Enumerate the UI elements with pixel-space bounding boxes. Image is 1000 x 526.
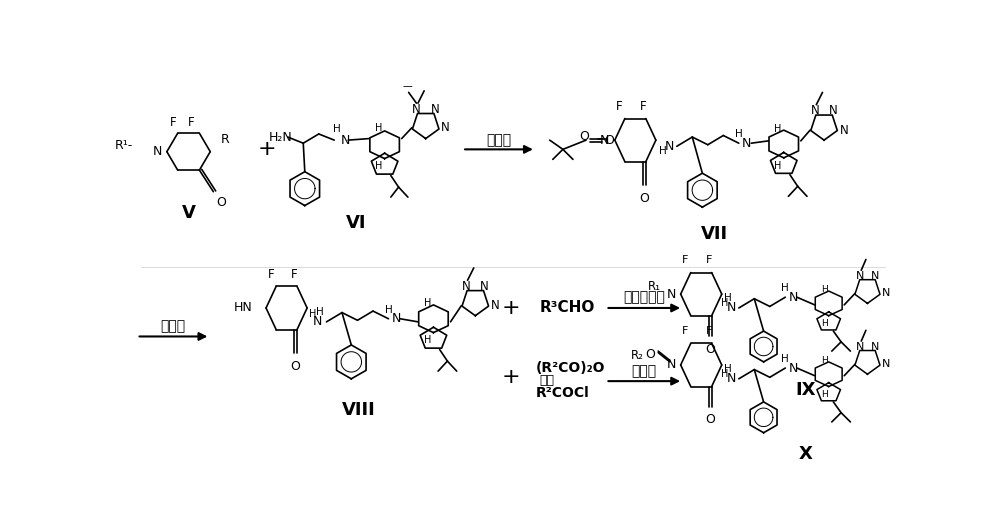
Text: N: N: [431, 103, 439, 116]
Text: F: F: [188, 116, 195, 129]
Text: N: N: [153, 145, 162, 158]
Text: N: N: [462, 280, 470, 293]
Text: N: N: [340, 134, 350, 147]
Text: N: N: [856, 271, 864, 281]
Text: H: H: [821, 390, 827, 399]
Text: H: H: [424, 335, 431, 346]
Text: O: O: [579, 130, 589, 143]
Text: +: +: [502, 298, 520, 318]
Text: H: H: [309, 309, 316, 319]
Text: H: H: [781, 354, 789, 364]
Text: N: N: [788, 291, 798, 304]
Text: N: N: [726, 372, 736, 386]
Text: F: F: [291, 268, 297, 280]
Text: O: O: [705, 342, 715, 356]
Text: N: N: [871, 271, 879, 281]
Text: O: O: [291, 360, 300, 373]
Text: N: N: [491, 299, 500, 312]
Text: H: H: [821, 319, 827, 328]
Text: N: N: [810, 104, 819, 117]
Text: H: H: [821, 285, 827, 294]
Text: N: N: [871, 342, 879, 352]
Text: H: H: [375, 123, 382, 133]
Text: R₂: R₂: [631, 349, 644, 362]
Text: 酶胺化: 酶胺化: [486, 133, 511, 147]
Text: R¹-: R¹-: [114, 139, 133, 152]
Text: +: +: [258, 139, 276, 159]
Text: 酵基化: 酵基化: [632, 364, 657, 378]
Text: 脱保护: 脱保护: [160, 319, 186, 333]
Text: H: H: [385, 305, 392, 315]
Text: N: N: [392, 312, 401, 325]
Text: H: H: [316, 307, 324, 317]
Text: VIII: VIII: [342, 401, 376, 419]
Text: H: H: [333, 124, 341, 134]
Text: F: F: [705, 255, 712, 265]
Text: N: N: [599, 134, 609, 147]
Text: F: F: [170, 116, 176, 129]
Text: N: N: [840, 124, 848, 137]
Text: N: N: [667, 288, 676, 301]
Text: H: H: [735, 129, 743, 139]
Text: H: H: [721, 369, 729, 379]
Text: N: N: [480, 280, 489, 293]
Text: O: O: [604, 134, 614, 147]
Text: N: N: [742, 137, 751, 150]
Text: H: H: [424, 298, 431, 308]
Text: —: —: [402, 81, 412, 91]
Text: H: H: [781, 283, 789, 293]
Text: H: H: [821, 356, 827, 365]
Text: X: X: [799, 444, 812, 462]
Text: N: N: [881, 359, 890, 369]
Text: H: H: [721, 298, 729, 308]
Text: N: N: [881, 288, 890, 298]
Text: VII: VII: [700, 225, 728, 243]
Text: N: N: [412, 103, 421, 116]
Text: F: F: [267, 268, 274, 280]
Text: N: N: [664, 140, 674, 153]
Text: V: V: [182, 204, 195, 222]
Text: H: H: [659, 146, 667, 156]
Text: O: O: [216, 196, 226, 209]
Text: N: N: [441, 122, 450, 134]
Text: F: F: [682, 326, 689, 336]
Text: F: F: [705, 326, 712, 336]
Text: H₂N: H₂N: [268, 130, 292, 144]
Text: F: F: [616, 100, 623, 113]
Text: O: O: [639, 193, 649, 206]
Text: R²COCl: R²COCl: [536, 386, 590, 400]
Text: H: H: [375, 161, 382, 171]
Text: H: H: [724, 293, 732, 303]
Text: VI: VI: [346, 214, 366, 232]
Text: 或者: 或者: [540, 374, 555, 387]
Text: N: N: [667, 358, 676, 371]
Text: F: F: [639, 100, 646, 113]
Text: H: H: [774, 124, 781, 134]
Text: R₁: R₁: [648, 280, 661, 293]
Text: H: H: [724, 364, 732, 374]
Text: N: N: [726, 301, 736, 315]
Text: R³CHO: R³CHO: [540, 300, 595, 316]
Text: F: F: [682, 255, 689, 265]
Text: (R²CO)₂O: (R²CO)₂O: [536, 361, 605, 375]
Text: O: O: [645, 348, 655, 361]
Text: H: H: [774, 160, 781, 170]
Text: HN: HN: [234, 301, 253, 315]
Text: N: N: [788, 361, 798, 375]
Text: O: O: [705, 413, 715, 427]
Text: N: N: [856, 342, 864, 352]
Text: +: +: [502, 367, 520, 387]
Text: N: N: [829, 104, 838, 117]
Text: IX: IX: [795, 381, 816, 399]
Text: 还原氧化化: 还原氧化化: [623, 290, 665, 304]
Text: R: R: [221, 133, 230, 146]
Text: N: N: [313, 316, 322, 328]
